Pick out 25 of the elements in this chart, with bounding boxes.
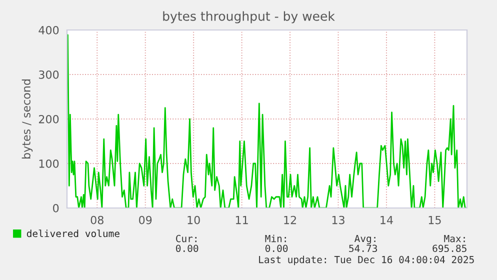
text: 54.73 [349,244,377,252]
text: 0.00 [176,244,198,252]
x-tick-label: 15 [428,216,441,224]
y-tick-label: 0 [53,204,59,212]
y-tick-label: 100 [39,159,59,168]
x-tick-label: 12 [284,216,296,224]
x-tick-label: 11 [236,216,248,224]
y-axis-title: bytes / second [22,79,33,159]
text: Last update: Tue Dec 16 04:00:04 2025 [259,256,474,266]
text: Cur: [176,234,196,242]
x-tick-label: 14 [380,216,393,224]
x-tick-label: 09 [139,216,152,224]
text: Max: [444,235,465,242]
y-tick-label: 200 [38,114,59,124]
chart-title: bytes throughput - by week [163,11,335,24]
legend-label: delivered volume [26,230,120,238]
text: 695.85 [432,244,466,252]
y-tick-label: 400 [38,26,59,34]
y-tick-label: 300 [39,70,59,79]
x-tick-label: 10 [188,216,200,224]
text: Avg: [354,234,376,244]
x-tick-label: 08 [90,216,104,224]
text: Min: [265,234,286,242]
x-tick-label: 13 [332,216,344,224]
text: 0.00 [265,244,288,252]
